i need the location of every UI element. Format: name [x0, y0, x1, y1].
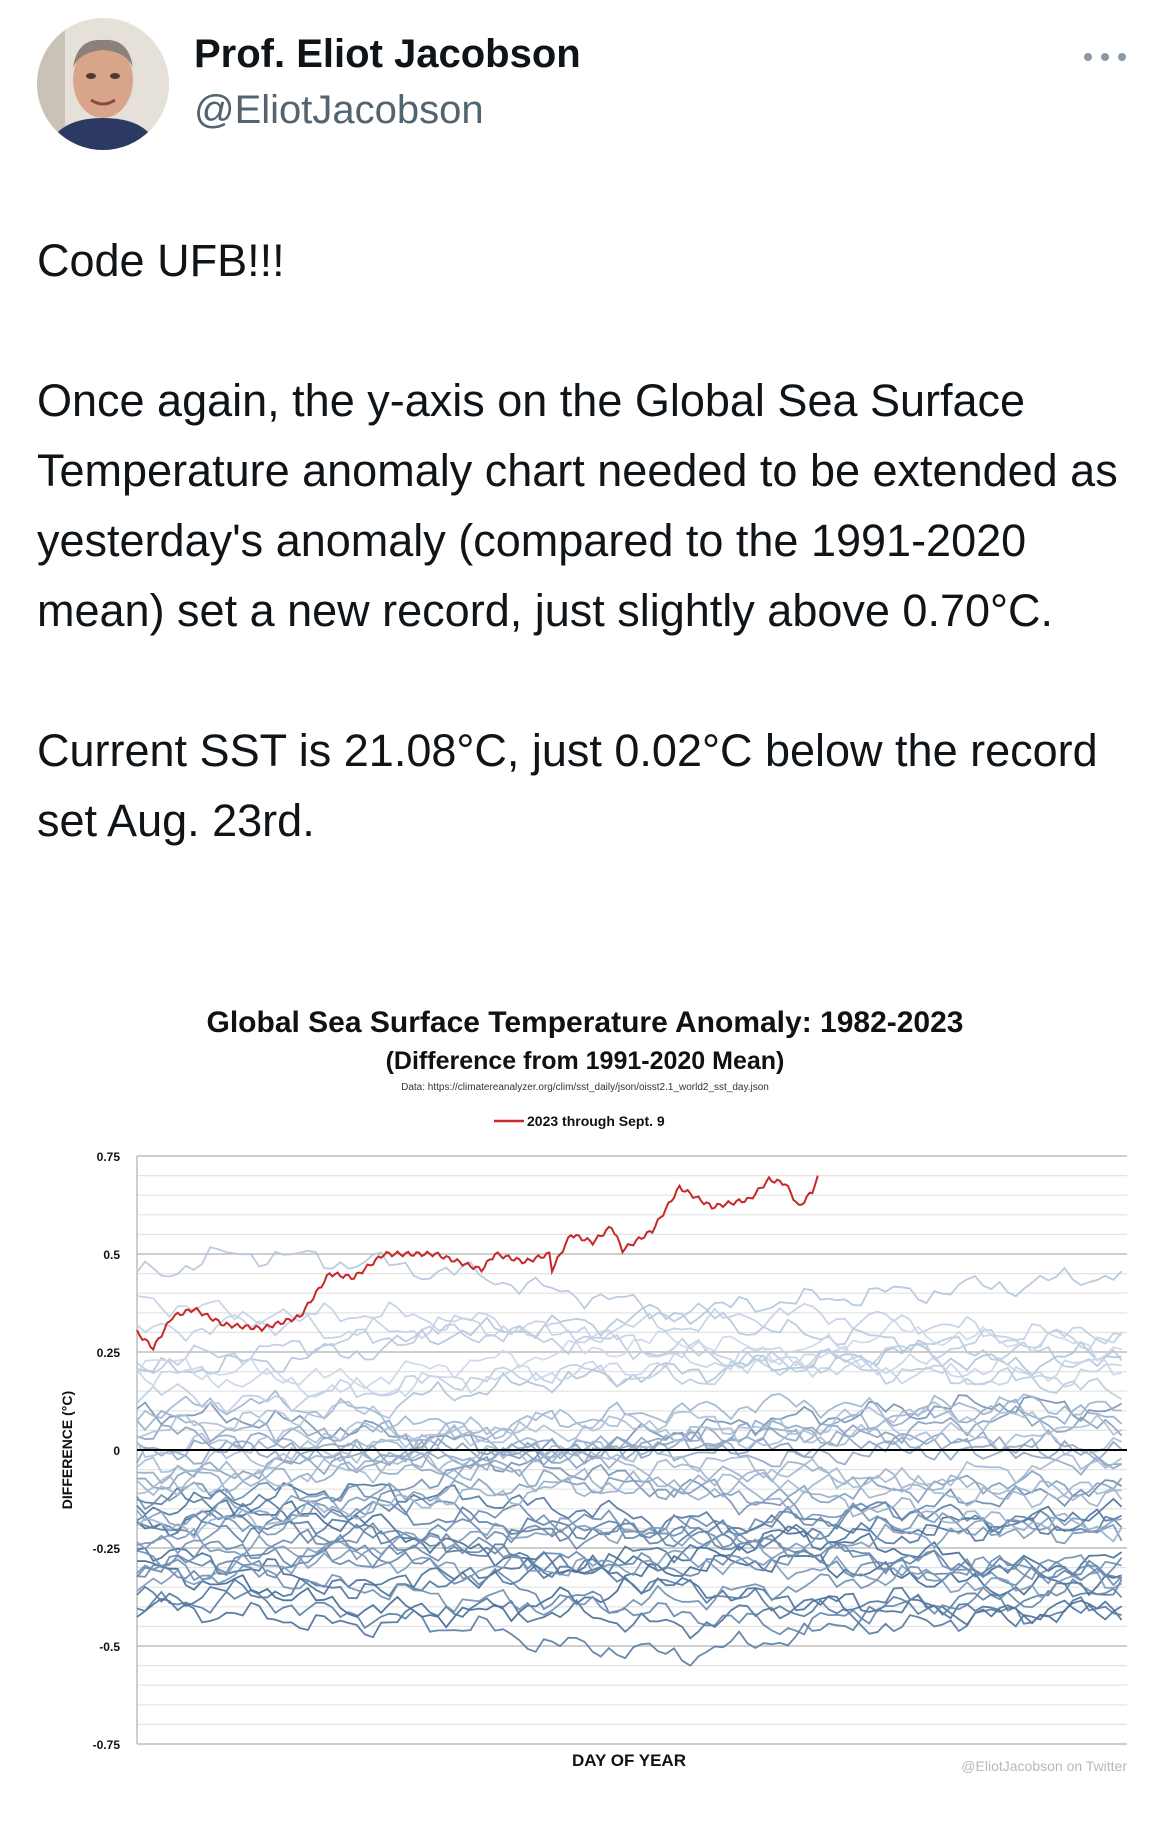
series-line-2019 — [136, 1301, 1123, 1351]
series-line-2015 — [136, 1266, 1123, 1375]
tweet-paragraph: Once again, the y-axis on the Global Sea… — [37, 375, 1118, 636]
series-line-2023 — [136, 1175, 819, 1352]
series-line-1989 — [136, 1579, 1123, 1667]
series-line-2021 — [136, 1345, 1122, 1398]
series-line-1997 — [136, 1394, 1123, 1555]
series-line-2018 — [136, 1326, 1122, 1415]
chart-source: Data: https://climatereanalyzer.org/clim… — [401, 1082, 769, 1093]
y-tick-label: 0 — [113, 1444, 120, 1458]
tweet-paragraph: Current SST is 21.08°C, just 0.02°C belo… — [37, 725, 1098, 846]
series-line-1993 — [136, 1536, 1123, 1587]
series-line-2022 — [136, 1318, 1122, 1390]
series-line-2011 — [136, 1438, 1123, 1495]
chart-title: Global Sea Surface Temperature Anomaly: … — [207, 1006, 964, 1039]
series-line-2013 — [136, 1401, 1123, 1458]
series-line-2010 — [136, 1389, 1123, 1509]
more-horizontal-icon[interactable] — [1080, 40, 1130, 70]
watermark: @EliotJacobson on Twitter — [961, 1758, 1127, 1774]
series-line-1992 — [136, 1533, 1123, 1636]
series-line-2000 — [136, 1516, 1122, 1592]
y-tick-label: -0.75 — [93, 1738, 121, 1752]
series-line-1991 — [136, 1513, 1122, 1580]
y-tick-label: 0.25 — [97, 1346, 121, 1360]
series-line-1996 — [136, 1554, 1122, 1616]
series-line-1994 — [136, 1479, 1123, 1568]
series-line-2016 — [136, 1246, 1123, 1369]
series-line-2007 — [136, 1409, 1123, 1543]
chart-subtitle: (Difference from 1991-2020 Mean) — [386, 1047, 785, 1075]
avatar[interactable] — [37, 18, 169, 150]
series-line-2009 — [136, 1392, 1122, 1497]
series-line-1987 — [136, 1481, 1122, 1545]
series-line-1982 — [136, 1553, 1122, 1629]
y-axis-label: DIFFERENCE (°C) — [59, 1391, 75, 1509]
legend-label: 2023 through Sept. 9 — [527, 1113, 665, 1129]
series-line-2020 — [136, 1295, 1122, 1388]
x-axis-label: DAY OF YEAR — [572, 1751, 686, 1770]
y-tick-label: 0.75 — [97, 1150, 121, 1164]
series-line-1986 — [136, 1497, 1123, 1607]
y-tick-label: 0.5 — [103, 1248, 120, 1262]
y-tick-label: -0.25 — [93, 1542, 121, 1556]
series-line-2012 — [136, 1408, 1122, 1474]
tweet-text: Code UFB!!! Once again, the y-axis on th… — [37, 226, 1147, 926]
series-line-2001 — [136, 1469, 1123, 1527]
author-handle[interactable]: @EliotJacobson — [194, 88, 484, 132]
author-name[interactable]: Prof. Eliot Jacobson — [194, 32, 581, 76]
avatar-photo-icon — [37, 18, 169, 150]
series-line-2005 — [136, 1419, 1122, 1476]
tweet-paragraph: Code UFB!!! — [37, 235, 285, 286]
y-tick-label: -0.5 — [99, 1640, 120, 1654]
series-line-1985 — [136, 1586, 1123, 1640]
series-line-2017 — [136, 1323, 1123, 1400]
series-line-1995 — [136, 1481, 1123, 1587]
series-line-1988 — [136, 1486, 1122, 1635]
series-line-2014 — [136, 1340, 1122, 1439]
